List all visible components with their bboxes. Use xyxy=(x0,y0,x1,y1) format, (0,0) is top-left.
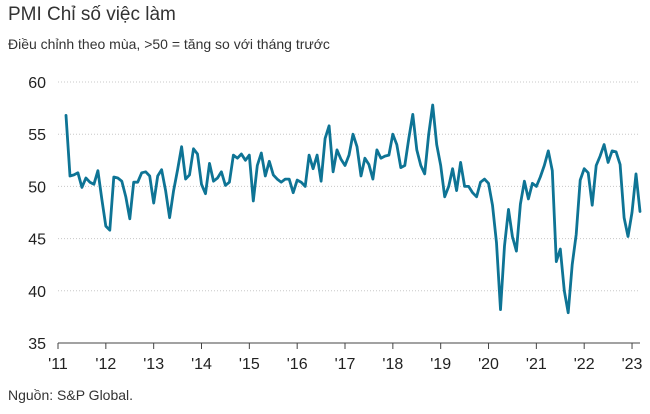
x-tick-label: '14 xyxy=(191,356,212,373)
y-tick-label: 45 xyxy=(28,232,46,249)
chart-title: PMI Chỉ số việc làm xyxy=(8,4,176,25)
chart-subtitle: Điều chỉnh theo mùa, >50 = tăng so với t… xyxy=(8,36,330,52)
gridlines xyxy=(58,81,640,292)
x-tick-label: '15 xyxy=(239,356,260,373)
y-tick-label: 50 xyxy=(28,179,46,196)
x-tick-label: '17 xyxy=(335,356,356,373)
y-axis: 35 40 45 50 55 60 xyxy=(28,75,46,353)
y-tick-label: 35 xyxy=(28,336,46,353)
x-tick-label: '23 xyxy=(622,356,643,373)
y-tick-label: 60 xyxy=(28,75,46,92)
series-line-0 xyxy=(64,103,642,315)
series-group xyxy=(64,103,642,315)
x-tick-label: '16 xyxy=(287,356,308,373)
x-tick-label: '22 xyxy=(574,356,595,373)
x-tick-label: '13 xyxy=(143,356,164,373)
x-tick-label: '11 xyxy=(48,356,68,373)
x-tick-label: '20 xyxy=(478,356,499,373)
x-axis: '11 '12 '13 '14 '15 '16 '17 '18 '19 '20 '21 '22 '23 xyxy=(48,342,643,373)
y-tick-label: 55 xyxy=(28,127,46,144)
source-note: Nguồn: S&P Global. xyxy=(8,387,134,403)
x-tick-label: '21 xyxy=(526,356,547,373)
x-tick-label: '19 xyxy=(430,356,451,373)
x-tick-label: '12 xyxy=(95,356,116,373)
y-tick-label: 40 xyxy=(28,284,46,301)
x-tick-label: '18 xyxy=(382,356,403,373)
